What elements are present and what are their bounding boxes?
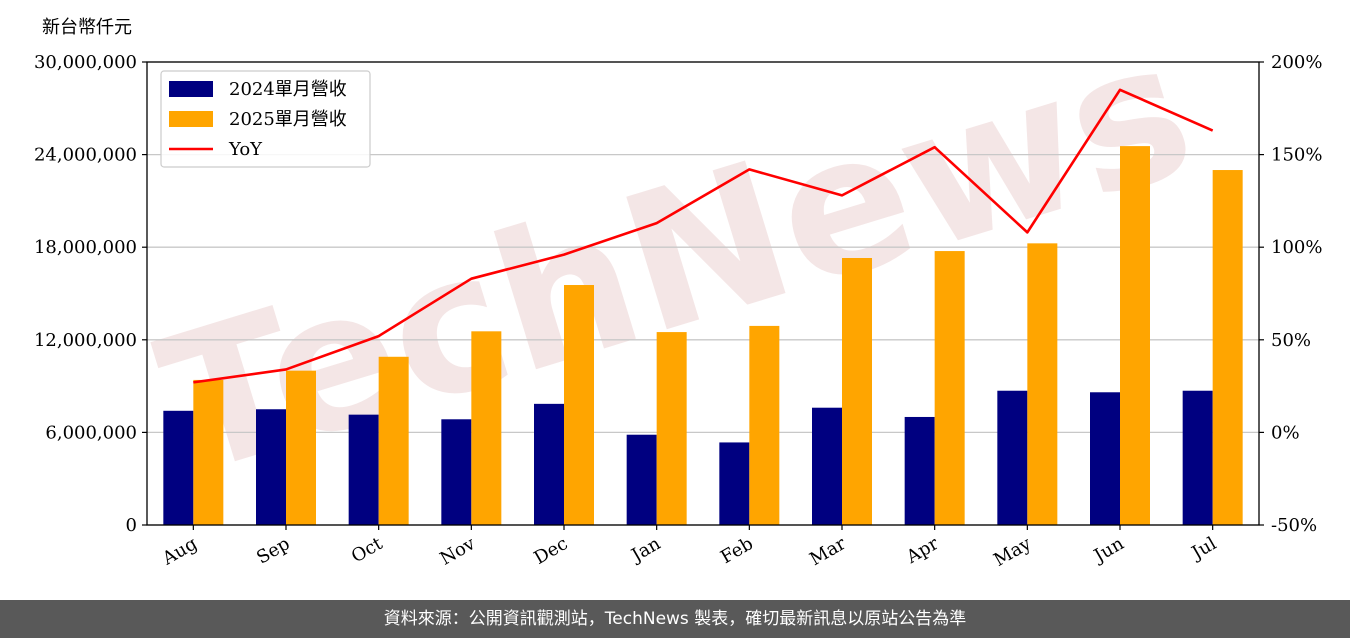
right-tick-label: 150% [1271, 145, 1322, 166]
bar-2024-feb [719, 442, 750, 525]
chart: TechNews 新台幣仟元 06,000,00012,000,00018,00… [34, 0, 1323, 571]
left-tick-label: 30,000,000 [34, 52, 137, 73]
bar-2025-aug [193, 379, 224, 525]
bar-2024-may [997, 390, 1028, 525]
x-tick-label-oct: Oct [348, 533, 387, 568]
legend: 2024單月營收 2025單月營收 YoY [160, 70, 371, 168]
x-tick-label-nov: Nov [436, 533, 479, 570]
left-tick-label: 18,000,000 [34, 237, 137, 258]
x-tick-label-sep: Sep [253, 533, 293, 568]
legend-swatch-2024 [169, 81, 213, 97]
legend-label-2025: 2025單月營收 [229, 109, 347, 130]
x-tick-label-jan: Jan [626, 533, 664, 567]
x-tick-label-apr: Apr [902, 533, 942, 568]
plot-frame [146, 61, 1260, 526]
legend-label-yoy: YoY [228, 139, 263, 160]
y-axis-unit-label: 新台幣仟元 [42, 17, 132, 38]
bar-2025-nov [471, 331, 502, 525]
bar-2025-jun [1120, 146, 1150, 525]
x-tick-label-dec: Dec [531, 533, 572, 569]
right-tick-label: -50% [1271, 515, 1317, 536]
legend-label-2024: 2024單月營收 [229, 79, 347, 100]
bar-2025-may [1027, 243, 1058, 525]
x-tick-label-feb: Feb [717, 533, 757, 568]
bar-2024-dec [534, 403, 564, 525]
bar-2024-oct [348, 414, 379, 525]
bar-2025-oct [378, 356, 409, 525]
x-tick-label-jun: Jun [1089, 533, 1128, 568]
bar-2025-sep [286, 370, 316, 525]
bar-2024-jul [1182, 390, 1213, 525]
x-tick-label-may: May [990, 533, 1035, 571]
left-tick-label: 6,000,000 [45, 422, 137, 443]
left-tick-label: 12,000,000 [34, 330, 137, 351]
bar-2025-jan [656, 332, 687, 525]
bar-2024-jun [1090, 392, 1120, 525]
bar-2025-mar [842, 258, 872, 525]
bars [163, 146, 1243, 526]
bar-2025-jul [1212, 170, 1243, 526]
bar-2024-jan [626, 434, 657, 525]
bar-2024-sep [256, 409, 286, 525]
bar-2024-aug [163, 410, 194, 525]
right-tick-label: 50% [1271, 330, 1311, 351]
x-tick-label-aug: Aug [158, 533, 201, 570]
bar-2025-dec [564, 285, 594, 525]
bar-2025-feb [749, 325, 780, 525]
x-tick-label-jul: Jul [1187, 533, 1221, 565]
bar-2025-apr [934, 251, 965, 525]
source-footer: 資料來源：公開資訊觀測站，TechNews 製表，確切最新訊息以原站公告為準 [0, 600, 1350, 638]
bar-2024-mar [812, 407, 842, 525]
left-tick-label: 0 [126, 515, 137, 536]
yoy-line-group [193, 88, 1214, 384]
legend-box [160, 70, 371, 168]
yoy-line [193, 88, 1214, 384]
right-tick-label: 200% [1271, 52, 1322, 73]
legend-swatch-2025 [169, 111, 213, 127]
left-tick-label: 24,000,000 [34, 145, 137, 166]
right-tick-label: 100% [1271, 237, 1322, 258]
bar-2024-apr [904, 416, 935, 525]
right-tick-label: 0% [1271, 422, 1300, 443]
bar-2024-nov [441, 419, 472, 525]
x-tick-label-mar: Mar [806, 533, 850, 570]
